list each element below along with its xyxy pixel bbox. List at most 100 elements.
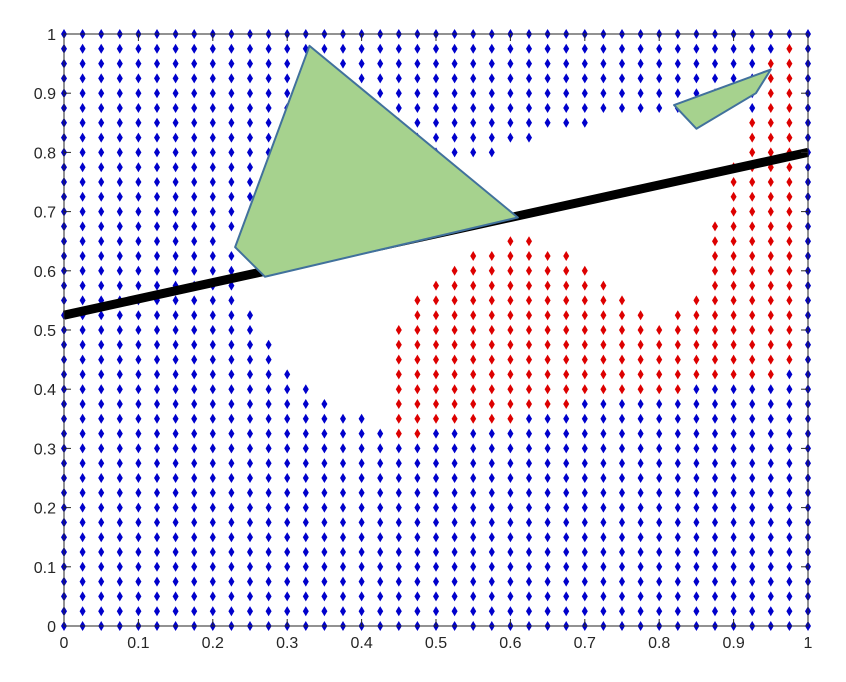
red-point xyxy=(414,310,421,321)
blue-point xyxy=(395,502,402,513)
red-point xyxy=(526,354,532,365)
blue-point xyxy=(433,458,439,469)
blue-point xyxy=(191,517,198,528)
y-tick-label: 0.1 xyxy=(34,560,56,577)
blue-point xyxy=(507,532,514,543)
blue-point xyxy=(284,43,291,54)
blue-point xyxy=(526,88,532,99)
red-point xyxy=(451,325,458,335)
blue-point xyxy=(247,591,253,602)
blue-point xyxy=(228,532,235,543)
blue-point xyxy=(470,43,477,54)
blue-point xyxy=(544,73,551,84)
blue-point xyxy=(581,606,588,617)
blue-point xyxy=(98,487,105,498)
red-point xyxy=(786,325,793,335)
red-point xyxy=(619,325,625,335)
blue-point xyxy=(544,487,551,498)
blue-point xyxy=(321,547,328,557)
blue-point xyxy=(340,58,346,69)
blue-point xyxy=(265,117,272,128)
blue-point xyxy=(619,103,625,113)
blue-point xyxy=(581,547,588,557)
blue-point xyxy=(191,413,198,424)
blue-point xyxy=(414,73,421,84)
blue-point xyxy=(451,502,458,513)
blue-point xyxy=(581,58,588,69)
blue-point xyxy=(284,487,291,498)
blue-point xyxy=(154,354,160,365)
blue-point xyxy=(228,295,235,306)
red-point xyxy=(637,384,644,395)
blue-point xyxy=(247,162,253,173)
red-point xyxy=(507,339,514,350)
blue-point xyxy=(600,606,607,617)
red-point xyxy=(581,310,588,321)
blue-point xyxy=(228,576,235,587)
axes: 0 0.1 0.2 0.3 0.4 0.5 0.6 0.7 0.8 0.9 1 0 0.1 0.2 0.3 0… xyxy=(34,27,813,652)
blue-point xyxy=(451,532,458,543)
blue-point xyxy=(749,473,756,483)
blue-point xyxy=(507,502,514,513)
blue-point xyxy=(172,591,179,602)
blue-point xyxy=(172,310,179,321)
red-point xyxy=(544,354,551,365)
red-point xyxy=(526,280,532,291)
red-point xyxy=(563,251,570,261)
blue-point xyxy=(79,177,86,187)
blue-point xyxy=(209,413,216,424)
blue-point xyxy=(526,561,532,572)
blue-point xyxy=(191,561,198,572)
blue-point xyxy=(302,576,309,587)
blue-point xyxy=(693,576,700,587)
red-point xyxy=(544,265,551,276)
blue-point xyxy=(656,591,663,602)
blue-point xyxy=(470,547,477,557)
blue-point xyxy=(228,443,235,454)
blue-point xyxy=(749,547,756,557)
blue-point xyxy=(544,458,551,469)
blue-point xyxy=(358,561,365,572)
blue-point xyxy=(712,532,718,543)
blue-point xyxy=(284,384,291,395)
blue-point xyxy=(488,576,495,587)
blue-point xyxy=(451,487,458,498)
blue-point xyxy=(693,384,700,395)
blue-point xyxy=(172,547,179,557)
red-point xyxy=(581,325,588,335)
blue-point xyxy=(749,517,756,528)
red-point xyxy=(767,206,774,217)
blue-point xyxy=(358,591,365,602)
blue-point xyxy=(488,443,495,454)
blue-point xyxy=(79,325,86,335)
red-point xyxy=(786,339,793,350)
blue-point xyxy=(767,606,774,617)
blue-point xyxy=(488,88,495,99)
red-point xyxy=(749,221,756,232)
red-point xyxy=(786,88,793,99)
red-point xyxy=(451,384,458,395)
red-point xyxy=(600,310,607,321)
blue-point xyxy=(98,502,105,513)
blue-point xyxy=(563,532,570,543)
blue-point xyxy=(544,606,551,617)
blue-point xyxy=(637,43,644,54)
blue-point xyxy=(209,369,216,380)
blue-point xyxy=(712,606,718,617)
blue-point xyxy=(712,561,718,572)
red-point xyxy=(433,413,439,424)
blue-point xyxy=(247,354,253,365)
blue-point xyxy=(526,443,532,454)
red-point xyxy=(619,310,625,321)
blue-point xyxy=(526,547,532,557)
blue-point xyxy=(600,103,607,113)
blue-point xyxy=(488,58,495,69)
blue-point xyxy=(488,103,495,113)
blue-point xyxy=(191,354,198,365)
blue-point xyxy=(116,517,123,528)
blue-point xyxy=(154,547,160,557)
blue-point xyxy=(488,487,495,498)
blue-point xyxy=(767,43,774,54)
blue-point xyxy=(135,132,142,143)
blue-point xyxy=(116,132,123,143)
